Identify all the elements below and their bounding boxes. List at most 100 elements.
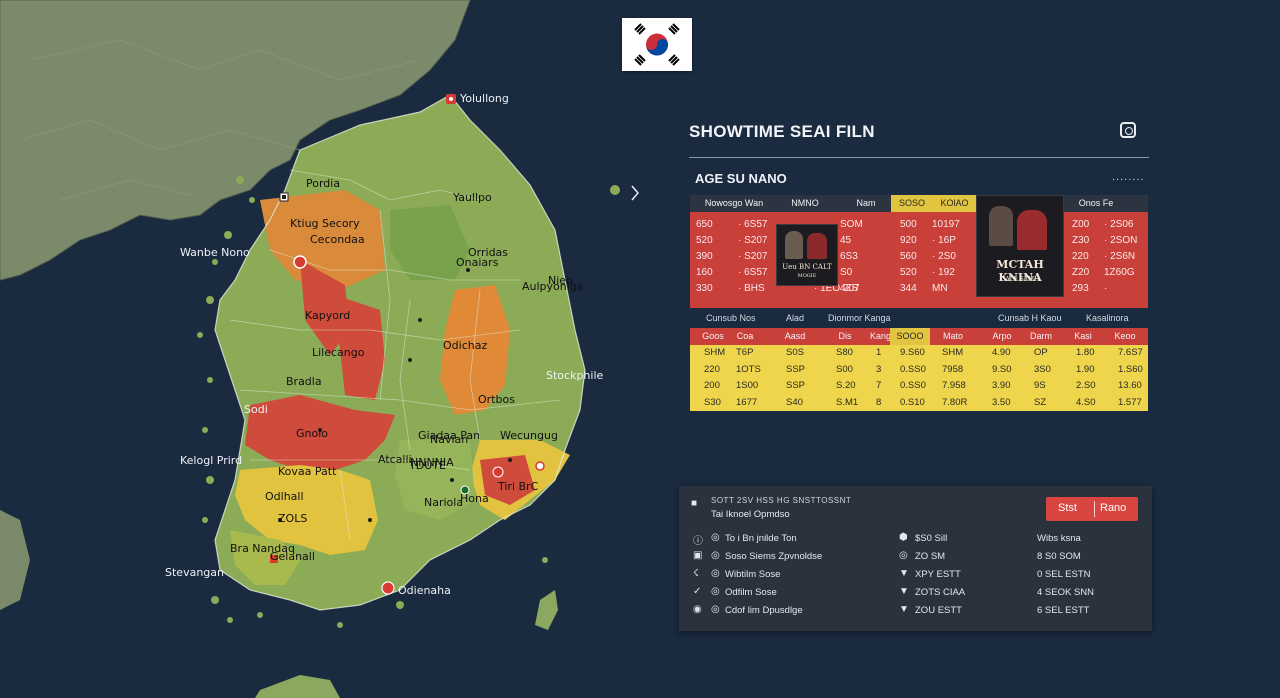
map-label[interactable]: Cecondaa [310, 233, 365, 246]
table-cell: S30 [704, 396, 721, 408]
radio-icon[interactable]: ◎ [711, 604, 720, 615]
section-label: Alad [786, 313, 805, 323]
table-cell: 45 [840, 235, 852, 246]
map-label[interactable]: Odienaha [398, 584, 451, 597]
map-label[interactable]: Bra Nandaq [230, 542, 295, 555]
list-item: 8 S0 SOM [1037, 551, 1081, 562]
radio-icon[interactable]: ◎ [711, 568, 720, 579]
header-cell: Coa [736, 331, 754, 341]
map-label[interactable]: Aulpyoniga [522, 280, 584, 293]
map-label[interactable]: Yaullpo [452, 191, 492, 204]
map-label[interactable]: Hona [460, 492, 489, 505]
map-label[interactable]: Odlhall [265, 490, 304, 503]
map-label[interactable]: Bradla [286, 375, 322, 388]
map-label[interactable]: Wanbe Nono [180, 246, 250, 259]
bolt-icon: ☇ [693, 568, 699, 579]
map-label[interactable]: Stockphile [546, 369, 604, 382]
map-label[interactable]: Wecungug [500, 429, 558, 442]
more-menu[interactable]: ........ [1112, 171, 1145, 183]
section-label: Cunsub Nos [706, 313, 756, 323]
table-cell: S0 [840, 267, 853, 278]
info-icon: ⓘ [693, 536, 703, 547]
map-label[interactable]: Nieb [548, 274, 573, 287]
table-cell: SZ [1034, 396, 1047, 408]
map-label[interactable]: Ktiug Secory [290, 217, 360, 230]
header-cell: Keoo [1114, 331, 1136, 341]
table-cell: · 2S06 [1104, 219, 1134, 230]
list-item[interactable]: Soso Siems Zpvnoldse [725, 551, 823, 562]
table-cell: 293 [1072, 283, 1089, 294]
map-label[interactable]: Stevangan [165, 566, 224, 579]
map-label[interactable]: Navian [430, 433, 468, 446]
ratings-header: Goos Coa Aasd Dis Kanga SOOO Mato Arpo D… [690, 328, 1148, 345]
title-divider [689, 157, 1149, 158]
table-cell: 7.6S7 [1118, 347, 1143, 358]
list-item: 6 SEL ESTT [1037, 605, 1090, 616]
table-cell: · 6S57 [738, 219, 768, 230]
table-cell: 1.S60 [1118, 363, 1143, 375]
section-label: Cunsab H Kaou [998, 313, 1062, 323]
table-cell: 6S3 [840, 251, 858, 262]
table-cell: 1S00 [736, 380, 759, 391]
table-cell: S0S [786, 347, 804, 358]
table-cell: S.20 [836, 380, 856, 391]
table-cell: SSP [786, 363, 806, 375]
map-label[interactable]: NNNNIA [410, 456, 454, 469]
table-cell: · 2SON [1104, 235, 1138, 246]
list-item[interactable]: Wibtilm Sose [725, 569, 781, 580]
radio-icon[interactable]: ◎ [711, 550, 720, 561]
map-label[interactable]: Giadaa Pan [418, 429, 480, 442]
table-cell: · 1EO 207 [814, 283, 860, 294]
map-label[interactable]: Yolullong [459, 92, 509, 105]
table-cell: · 192 [932, 267, 955, 278]
map-label[interactable]: Kapyord [305, 309, 350, 322]
rano-button[interactable]: Rano [1100, 502, 1127, 514]
table-cell: 1 [876, 347, 882, 358]
list-item[interactable]: Cdof lim Dpusdlge [725, 605, 803, 616]
table-cell: 1.80 [1076, 347, 1095, 358]
table-cell: Z30 [1072, 235, 1090, 246]
panel-title: SHOWTIME SEAI FILN [689, 122, 875, 141]
movie-poster-1[interactable]: Ueu BN CALT MOGIE [776, 224, 838, 286]
map-label[interactable]: Sodi [244, 403, 268, 416]
table-cell: 1677 [736, 396, 758, 408]
status-icon: ⬢ [899, 532, 908, 543]
table-cell: 500 [900, 219, 917, 230]
map-label[interactable]: Pordia [306, 177, 340, 190]
table-cell: MN [932, 283, 948, 294]
header-cell: Mato [942, 331, 963, 341]
table-cell: · [1104, 283, 1108, 294]
map-label[interactable]: Onaiars [456, 256, 499, 269]
radio-icon[interactable]: ◎ [711, 532, 720, 543]
map-label[interactable]: Ortbos [478, 393, 515, 406]
map-label[interactable]: Atcalli [378, 453, 412, 466]
movie-poster-2[interactable]: MCTAH KNINA GALL SAMH [976, 195, 1064, 297]
map-label[interactable]: Nariola [424, 496, 463, 509]
map-label[interactable]: Gelanall [270, 550, 315, 563]
table-cell: 344 [900, 283, 917, 294]
map-label[interactable]: Orridas [468, 246, 508, 259]
list-item[interactable]: To i Bn jnilde Ton [725, 533, 797, 544]
radio-icon[interactable]: ◎ [711, 586, 720, 597]
table-cell: 520 [900, 267, 917, 278]
table-cell: SHM [704, 347, 726, 358]
map-label[interactable]: Tiri BrC [497, 480, 539, 493]
list-item[interactable]: Odfilm Sose [725, 587, 777, 598]
map-label[interactable]: Gnolo [296, 427, 328, 440]
table-cell: 3S0 [1034, 363, 1051, 375]
map-label[interactable]: ZOLS [278, 512, 307, 525]
map-label[interactable]: Lilecango [312, 346, 365, 359]
table-cell: 10197 [932, 219, 960, 230]
instagram-icon[interactable] [1120, 122, 1136, 138]
list-item: 0 SEL ESTN [1037, 569, 1091, 580]
map-label[interactable]: Odichaz [443, 339, 487, 352]
header-cell: KOlAO [933, 195, 976, 212]
table-cell: 2.S0 [1076, 380, 1096, 391]
map-label[interactable]: Kelogl Prird [180, 454, 242, 467]
table-cell: 8 [876, 396, 882, 408]
poster-subtitle: MOGIE [797, 273, 817, 279]
map-label[interactable]: TDUTE [408, 459, 446, 472]
start-button[interactable]: Stst [1058, 502, 1077, 514]
table-cell: 9.S60 [900, 347, 925, 358]
map-label[interactable]: Kovaa Patt [278, 465, 337, 478]
